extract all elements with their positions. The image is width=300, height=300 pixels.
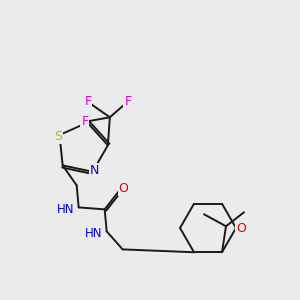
- Text: O: O: [236, 223, 246, 236]
- Text: HN: HN: [85, 227, 102, 240]
- Text: F: F: [124, 95, 131, 108]
- Text: HN: HN: [57, 203, 74, 216]
- Text: O: O: [119, 182, 129, 195]
- Text: F: F: [81, 115, 88, 128]
- Text: N: N: [90, 164, 99, 177]
- Text: S: S: [55, 130, 62, 142]
- Text: F: F: [84, 95, 92, 108]
